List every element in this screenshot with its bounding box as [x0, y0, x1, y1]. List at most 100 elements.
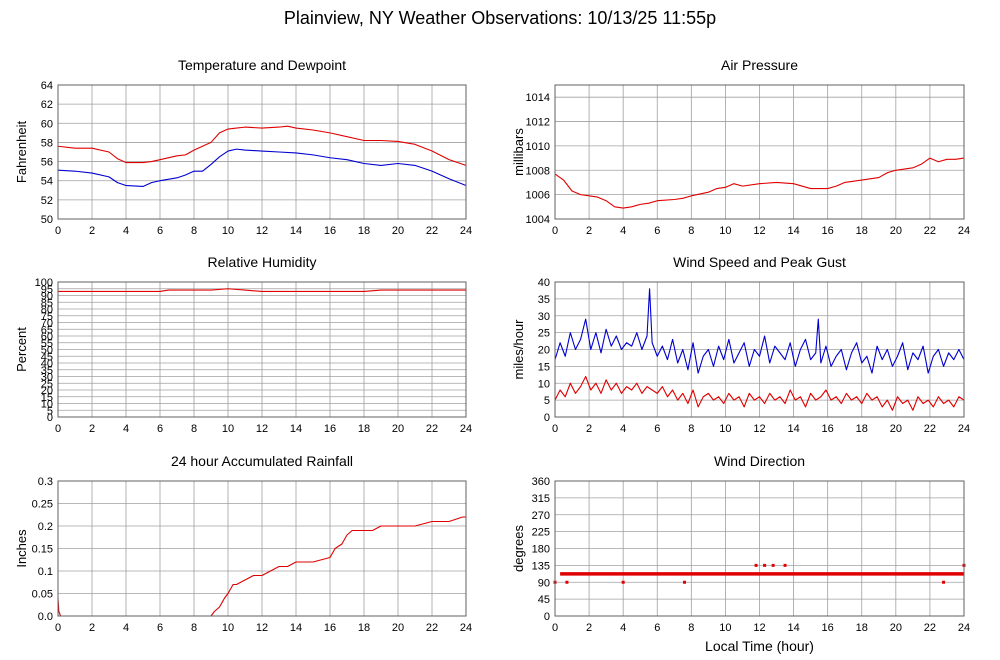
- wind_direction-direction-point: [565, 580, 569, 584]
- pressure-x-tick-label: 12: [753, 225, 765, 237]
- wind_direction-x-tick-label: 6: [654, 622, 660, 634]
- temperature-y-tick-label: 52: [41, 195, 53, 207]
- wind_speed-x-tick-label: 24: [958, 423, 970, 435]
- rainfall-series-0-line: [57, 516, 466, 617]
- temperature-y-axis-label: Fahrenheit: [14, 121, 29, 184]
- humidity-series-0-line: [58, 288, 466, 292]
- wind_speed-y-tick-label: 40: [538, 277, 550, 289]
- humidity-y-tick-label: 5: [47, 405, 53, 417]
- temperature-title: Temperature and Dewpoint: [178, 57, 346, 73]
- temperature-x-tick-label: 6: [157, 225, 163, 237]
- humidity-y-tick-label: 75: [41, 311, 53, 323]
- humidity-y-tick-label: 10: [41, 399, 53, 411]
- humidity-x-tick-label: 10: [222, 423, 234, 435]
- wind_direction-y-tick-label: 360: [532, 476, 550, 488]
- wind_speed-y-tick-label: 15: [538, 361, 550, 373]
- temperature-y-tick-label: 62: [41, 99, 53, 111]
- wind_direction-x-tick-label: 0: [552, 622, 558, 634]
- wind_direction-x-tick-label: 16: [822, 622, 834, 634]
- temperature-y-tick-label: 64: [41, 80, 53, 92]
- humidity-y-tick-label: 100: [35, 277, 53, 289]
- temperature-series-1-line: [57, 148, 467, 188]
- humidity-x-tick-label: 0: [55, 423, 61, 435]
- humidity-y-tick-label: 0: [47, 412, 53, 424]
- wind_direction-x-tick-label: 20: [890, 622, 902, 634]
- pressure-y-tick-label: 1010: [526, 141, 550, 153]
- humidity-y-tick-label: 80: [41, 304, 53, 316]
- wind_direction-x-tick-label: 24: [958, 622, 970, 634]
- humidity-y-tick-label: 25: [41, 378, 53, 390]
- wind_speed-x-tick-label: 16: [822, 423, 834, 435]
- temperature-y-tick-label: 56: [41, 157, 53, 169]
- wind_speed-x-tick-label: 6: [654, 423, 660, 435]
- temperature-x-tick-label: 8: [191, 225, 197, 237]
- rainfall-title: 24 hour Accumulated Rainfall: [171, 453, 353, 469]
- pressure-x-tick-label: 10: [719, 225, 731, 237]
- wind_speed-y-axis-label: miles/hour: [511, 319, 526, 380]
- wind_speed-chart: 0 2 4 6 8 10 12 14 16 18 20 22 240510152025303540Win…: [511, 254, 970, 435]
- wind_direction-title: Wind Direction: [714, 453, 805, 469]
- wind_direction-y-tick-label: 225: [532, 527, 550, 539]
- rainfall-y-tick-label: 0.25: [32, 499, 53, 511]
- humidity-x-tick-label: 2: [89, 423, 95, 435]
- humidity-y-tick-label: 35: [41, 365, 53, 377]
- rainfall-y-axis-label: Inches: [14, 529, 29, 568]
- rainfall-y-tick-label: 0.05: [32, 589, 53, 601]
- humidity-y-tick-label: 15: [41, 392, 53, 404]
- wind_speed-y-tick-label: 20: [538, 345, 550, 357]
- wind_speed-x-tick-label: 10: [719, 423, 731, 435]
- rainfall-x-tick-label: 16: [324, 622, 336, 634]
- wind_direction-x-tick-label: 10: [719, 622, 731, 634]
- temperature-frame: [57, 84, 467, 220]
- rainfall-x-tick-label: 20: [392, 622, 404, 634]
- temperature-x-tick-label: 4: [123, 225, 129, 237]
- pressure-x-tick-label: 8: [688, 225, 694, 237]
- wind_direction-x-tick-label: 22: [924, 622, 936, 634]
- rainfall-x-tick-label: 12: [256, 622, 268, 634]
- wind_direction-x-tick-label: 8: [688, 622, 694, 634]
- temperature-x-tick-label: 16: [324, 225, 336, 237]
- humidity-y-tick-label: 60: [41, 331, 53, 343]
- rainfall-y-tick-label: 0.1: [38, 566, 53, 578]
- humidity-frame: [57, 281, 467, 418]
- wind_direction-x-tick-label: 4: [620, 622, 626, 634]
- wind_direction-x-tick-label: 2: [586, 622, 592, 634]
- wind_direction-direction-point: [942, 580, 946, 584]
- wind_speed-title: Wind Speed and Peak Gust: [673, 254, 846, 270]
- temperature-x-tick-label: 20: [392, 225, 404, 237]
- wind_direction-y-tick-label: 135: [532, 560, 550, 572]
- temperature-x-tick-label: 0: [55, 225, 61, 237]
- humidity-chart: 0 2 4 6 8 10 12 14 16 18 20 22 240510152025303540455…: [14, 254, 472, 435]
- humidity-x-tick-label: 16: [324, 423, 336, 435]
- wind_direction-direction-point: [754, 563, 758, 567]
- pressure-series-0-line: [554, 157, 965, 209]
- pressure-x-tick-label: 4: [620, 225, 626, 237]
- pressure-x-tick-label: 0: [552, 225, 558, 237]
- wind_speed-x-tick-label: 0: [552, 423, 558, 435]
- temperature-x-tick-label: 18: [358, 225, 370, 237]
- pressure-frame: [554, 84, 965, 220]
- temperature-y-tick-label: 54: [41, 176, 53, 188]
- pressure-chart: 0 2 4 6 8 10 12 14 16 18 20 22 241004100610081010101…: [511, 57, 970, 237]
- wind_direction-x-tick-label: 14: [787, 622, 799, 634]
- rainfall-x-tick-label: 6: [157, 622, 163, 634]
- humidity-x-tick-label: 12: [256, 423, 268, 435]
- wind_speed-y-tick-label: 35: [538, 294, 550, 306]
- wind_speed-x-tick-label: 2: [586, 423, 592, 435]
- rainfall-chart: 0 2 4 6 8 10 12 14 16 18 20 22 240.00.050.10.150.20.…: [14, 453, 472, 634]
- pressure-y-axis-label: millibars: [511, 128, 526, 176]
- humidity-y-tick-label: 70: [41, 318, 53, 330]
- wind_speed-x-tick-label: 18: [856, 423, 868, 435]
- rainfall-x-tick-label: 24: [460, 622, 472, 634]
- temperature-x-tick-label: 14: [290, 225, 302, 237]
- temperature-y-tick-label: 58: [41, 137, 53, 149]
- wind_speed-y-tick-label: 30: [538, 311, 550, 323]
- wind_direction-y-tick-label: 90: [538, 577, 550, 589]
- wind_direction-x-tick-label: 18: [856, 622, 868, 634]
- pressure-y-tick-label: 1012: [526, 117, 550, 129]
- pressure-y-tick-label: 1014: [526, 92, 550, 104]
- pressure-title: Air Pressure: [721, 57, 798, 73]
- wind_direction-direction-point: [763, 563, 767, 567]
